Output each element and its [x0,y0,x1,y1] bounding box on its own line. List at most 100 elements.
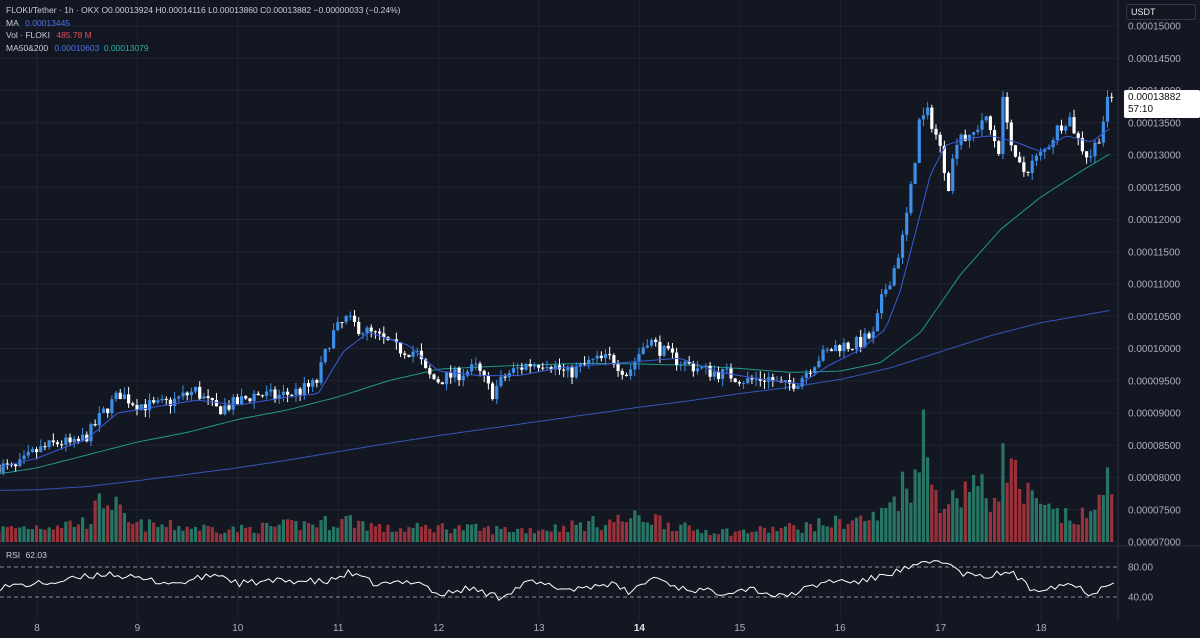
volume-bar [670,531,675,542]
volume-bar [482,527,486,542]
ma200-series [0,310,1110,491]
candle [1105,89,1110,128]
time-tick-label: 14 [634,623,646,634]
price-axis[interactable]: 0.000150000.000145000.000140000.00013500… [1128,22,1181,604]
volume-bar [1051,508,1055,542]
candle [859,329,863,353]
candle [474,357,478,371]
legend-volume-row[interactable]: Vol · FLOKI 485.78 M [6,29,401,42]
volume-bar [227,529,231,542]
candle [1038,147,1043,161]
volume-bar [616,514,620,542]
ma50-value: 0.00010603 [54,42,100,53]
volume-bar [407,527,411,542]
volume-bar [532,533,536,542]
candle [51,433,55,447]
candle [880,288,884,319]
candle [444,371,449,391]
candle [43,442,47,451]
volume-bar [808,523,813,542]
candle [854,335,859,354]
volume-bar [528,528,532,542]
candle [294,383,298,403]
currency-unit-button[interactable]: USDT [1126,4,1196,20]
candle [1059,119,1064,134]
candle [716,366,721,383]
volume-bar [817,518,821,542]
volume-bar [599,530,603,542]
candle [1001,91,1005,160]
volume-bar [578,522,583,542]
ma50-line [0,153,1110,475]
volume-bar [691,530,695,542]
candle [741,381,746,390]
volume-bar [315,527,319,542]
candle [411,345,415,363]
candle [670,343,675,359]
volume-bar [1047,503,1051,542]
candle [545,360,549,370]
candle [223,398,227,416]
candle [829,347,834,352]
volume-bar [796,529,800,542]
candle [976,125,980,135]
volume-bar [156,527,160,542]
volume-bar [624,521,629,542]
candle [875,308,880,332]
volume-bar [842,528,846,542]
candle [1005,92,1009,130]
candle [47,439,51,450]
rsi-panel [0,560,1118,602]
volume-bar [361,521,365,542]
time-axis[interactable]: 8 9 10 11 12 13 14 15 16 17 18 [34,623,1047,634]
candle [256,391,260,396]
candle [620,368,624,380]
volume-bar [273,526,277,542]
volume-bar [449,533,453,542]
candle [679,361,683,371]
candle [863,328,867,349]
volume-bar [101,508,106,542]
volume-bar [591,516,595,542]
volume-bar [649,524,654,542]
volume-bar [997,501,1001,542]
candle [214,393,219,407]
candle [1097,138,1101,144]
candle [378,328,382,341]
candle [808,369,813,378]
legend-ma50-200-row[interactable]: MA50&200 0.00010603 0.00013079 [6,42,401,55]
volume-bar [595,527,599,542]
volume-bar [779,528,783,542]
time-tick-label: 15 [734,623,746,634]
volume-bar [833,515,838,542]
volume-bar [390,531,394,542]
volume-bar [562,525,566,542]
volume-bar [762,527,767,542]
ohlc-h: H0.00014116 [152,5,206,15]
rsi-legend[interactable]: RSI 62.03 [6,550,47,560]
candle [1034,153,1038,167]
price-tick-label: 0.00012000 [1128,215,1181,226]
legend-ma-row[interactable]: MA 0.00013445 [6,17,401,30]
candle [311,378,315,393]
volume-bar [424,525,428,542]
candle [708,362,712,381]
candle [641,342,645,355]
volume-bar [93,500,97,542]
volume-bar [290,520,294,542]
candle [629,364,633,380]
candle [649,338,654,348]
volume-bar [1068,520,1072,542]
volume-bar [152,522,156,542]
candle [888,281,892,290]
candle [654,337,658,347]
volume-bar [285,519,290,542]
candle [946,171,951,192]
candle [1026,171,1030,177]
candle [511,362,516,376]
volume-bar [1080,507,1085,542]
candle [536,364,541,372]
volume-bar [775,531,779,542]
candle [892,265,896,287]
